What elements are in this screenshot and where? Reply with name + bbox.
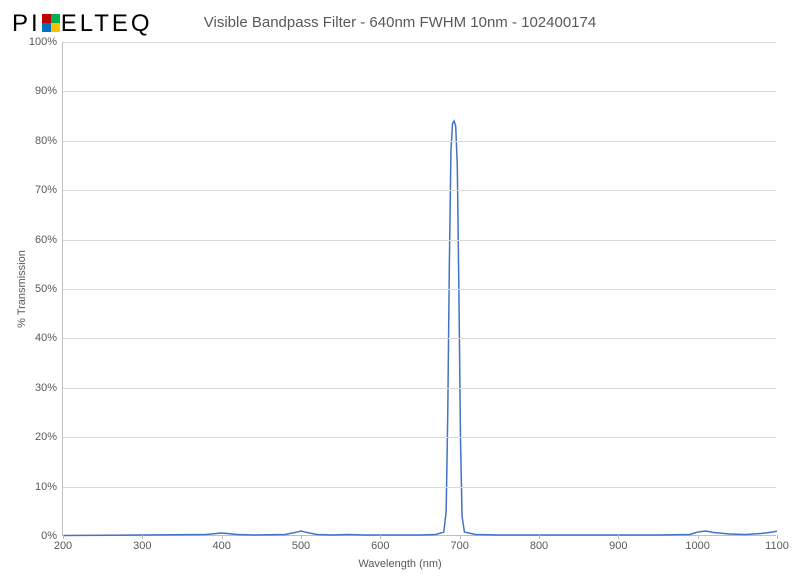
x-tick-label: 300	[133, 535, 151, 552]
y-tick-label: 20%	[35, 431, 63, 443]
x-tick-label: 900	[609, 535, 627, 552]
gridline	[63, 437, 776, 438]
gridline	[63, 42, 776, 43]
x-tick-label: 200	[54, 535, 72, 552]
y-tick-label: 70%	[35, 184, 63, 196]
y-tick-label: 100%	[29, 36, 63, 48]
y-tick-label: 30%	[35, 382, 63, 394]
y-tick-label: 60%	[35, 234, 63, 246]
gridline	[63, 91, 776, 92]
y-tick-label: 50%	[35, 283, 63, 295]
x-axis-label: Wavelength (nm)	[358, 558, 441, 570]
gridline	[63, 338, 776, 339]
y-tick-label: 10%	[35, 481, 63, 493]
y-tick-label: 80%	[35, 135, 63, 147]
x-tick-label: 500	[292, 535, 310, 552]
gridline	[63, 141, 776, 142]
gridline	[63, 289, 776, 290]
plot-area: 0%10%20%30%40%50%60%70%80%90%100%2003004…	[62, 42, 776, 536]
y-axis-label: % Transmission	[16, 250, 28, 328]
x-tick-label: 1100	[765, 535, 789, 552]
gridline	[63, 388, 776, 389]
x-tick-label: 600	[371, 535, 389, 552]
gridline	[63, 190, 776, 191]
y-tick-label: 90%	[35, 85, 63, 97]
x-tick-label: 700	[450, 535, 468, 552]
x-tick-label: 800	[530, 535, 548, 552]
y-tick-label: 40%	[35, 332, 63, 344]
gridline	[63, 487, 776, 488]
x-tick-label: 400	[212, 535, 230, 552]
chart-title: Visible Bandpass Filter - 640nm FWHM 10n…	[0, 14, 800, 31]
gridline	[63, 240, 776, 241]
x-tick-label: 1000	[685, 535, 709, 552]
